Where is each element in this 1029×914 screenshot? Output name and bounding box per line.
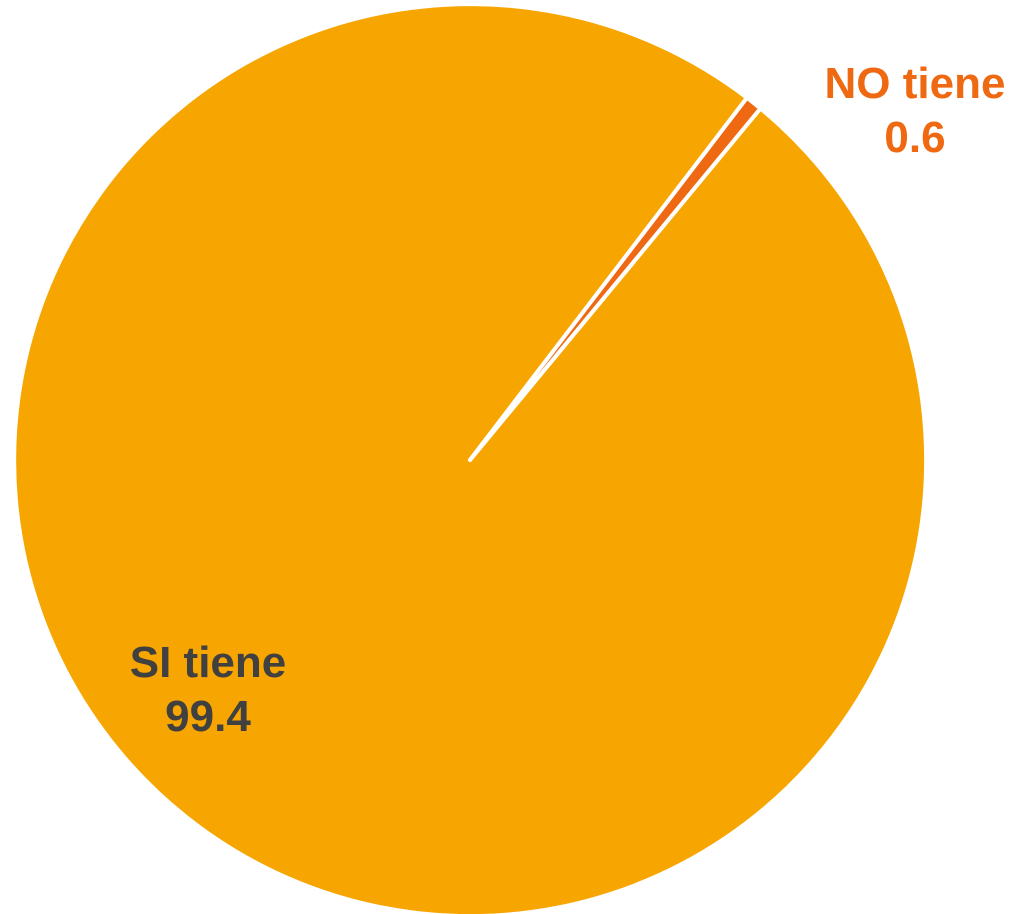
pie-slice-no-tiene [468,95,763,462]
slice-value-no-tiene: 0.6 [884,113,945,162]
pie-labels: SI tiene 99.4 NO tiene 0.6 [130,59,1006,741]
slice-value-si-tiene: 99.4 [165,692,251,741]
slice-label-no-tiene: NO tiene [825,59,1006,108]
pie-slices [12,2,929,914]
slice-label-si-tiene: SI tiene [130,638,287,687]
